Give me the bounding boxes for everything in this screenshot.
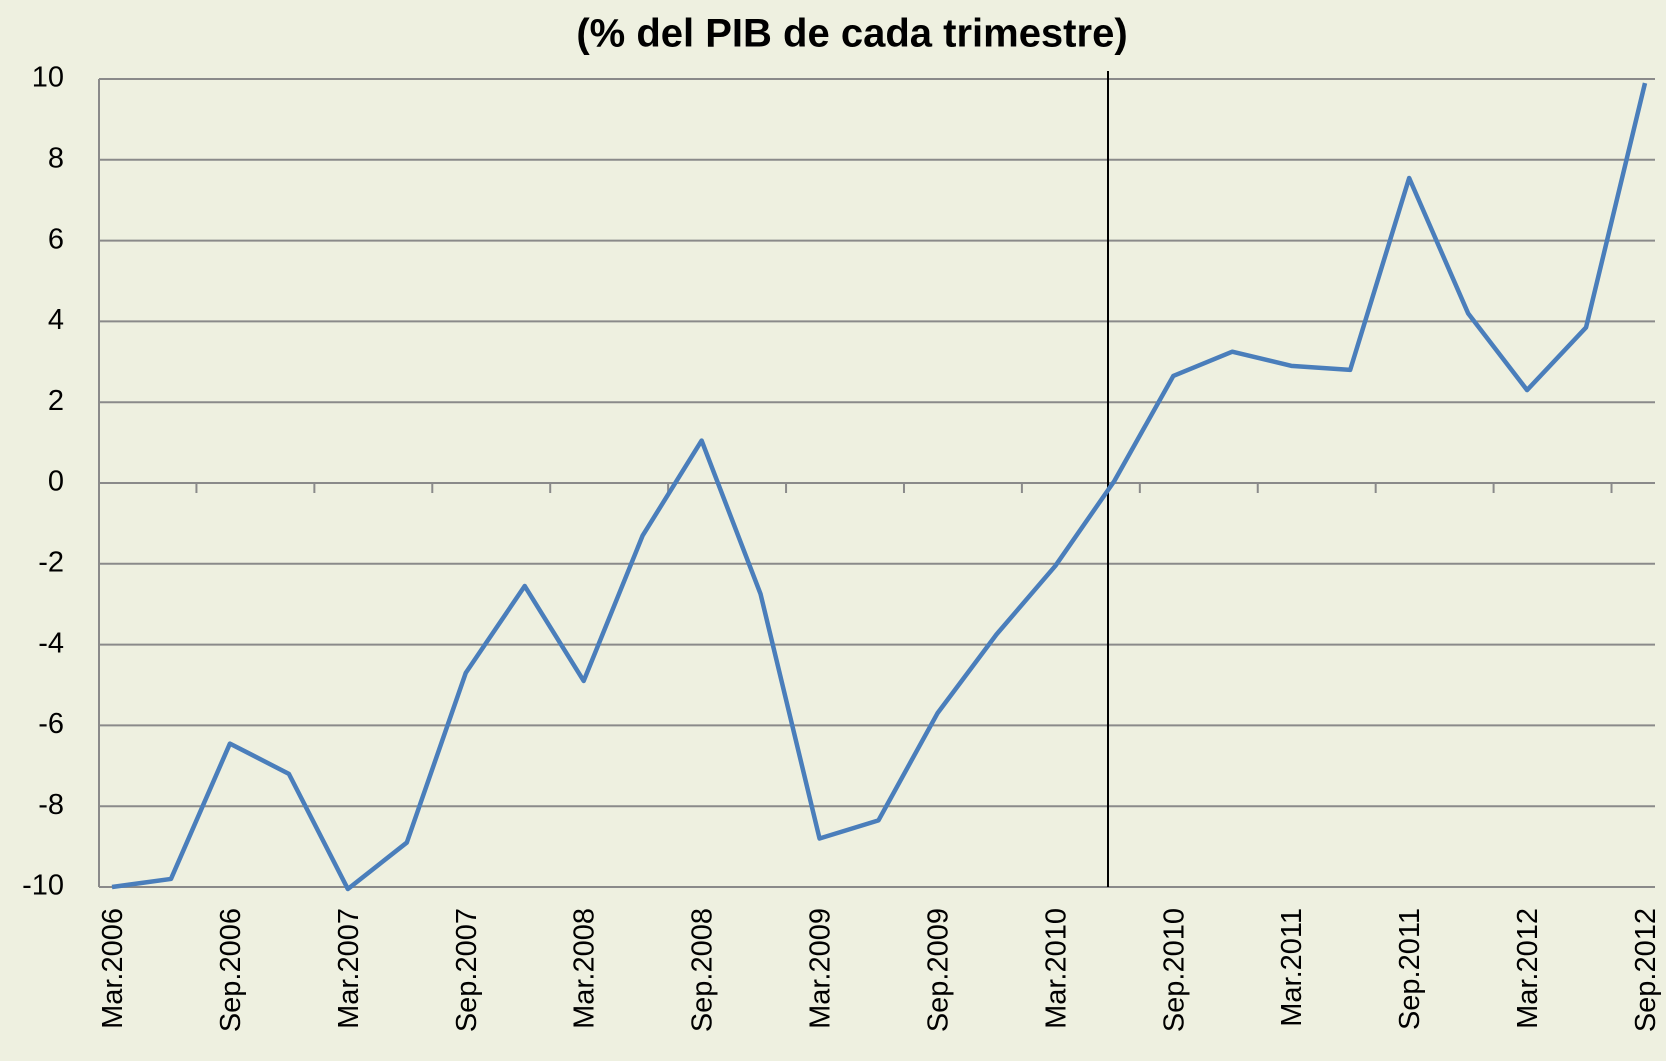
y-tick-label: -8	[38, 789, 64, 821]
y-tick-label: -4	[38, 627, 64, 659]
x-tick-label: Sep.2009	[922, 908, 954, 1032]
x-tick-label: Sep.2012	[1630, 908, 1662, 1032]
x-tick-label: Sep.2007	[451, 908, 483, 1032]
y-tick-label: 6	[48, 223, 64, 255]
y-tick-label: -10	[22, 870, 64, 902]
y-tick-label: 4	[48, 304, 64, 336]
x-tick-label: Sep.2011	[1394, 908, 1426, 1030]
x-tick-label: Mar.2011	[1276, 908, 1308, 1027]
chart-title: (% del PIB de cada trimestre)	[576, 12, 1127, 56]
y-tick-label: 10	[32, 62, 64, 94]
y-tick-label: -6	[38, 708, 64, 740]
y-tick-label: 2	[48, 385, 64, 417]
x-tick-label: Mar.2006	[97, 908, 129, 1029]
y-tick-label: 0	[48, 466, 64, 498]
y-tick-label: 8	[48, 142, 64, 174]
x-tick-label: Sep.2010	[1158, 908, 1190, 1032]
x-tick-label: Sep.2006	[215, 908, 247, 1032]
x-tick-label: Mar.2008	[569, 908, 601, 1029]
y-tick-label: -2	[38, 546, 64, 578]
x-tick-label: Mar.2012	[1512, 908, 1544, 1029]
x-tick-label: Sep.2008	[687, 908, 719, 1032]
x-tick-label: Mar.2007	[333, 908, 365, 1029]
data-line	[111, 82, 1648, 892]
x-tick-label: Mar.2009	[805, 908, 837, 1029]
x-tick-label: Mar.2010	[1040, 908, 1072, 1029]
